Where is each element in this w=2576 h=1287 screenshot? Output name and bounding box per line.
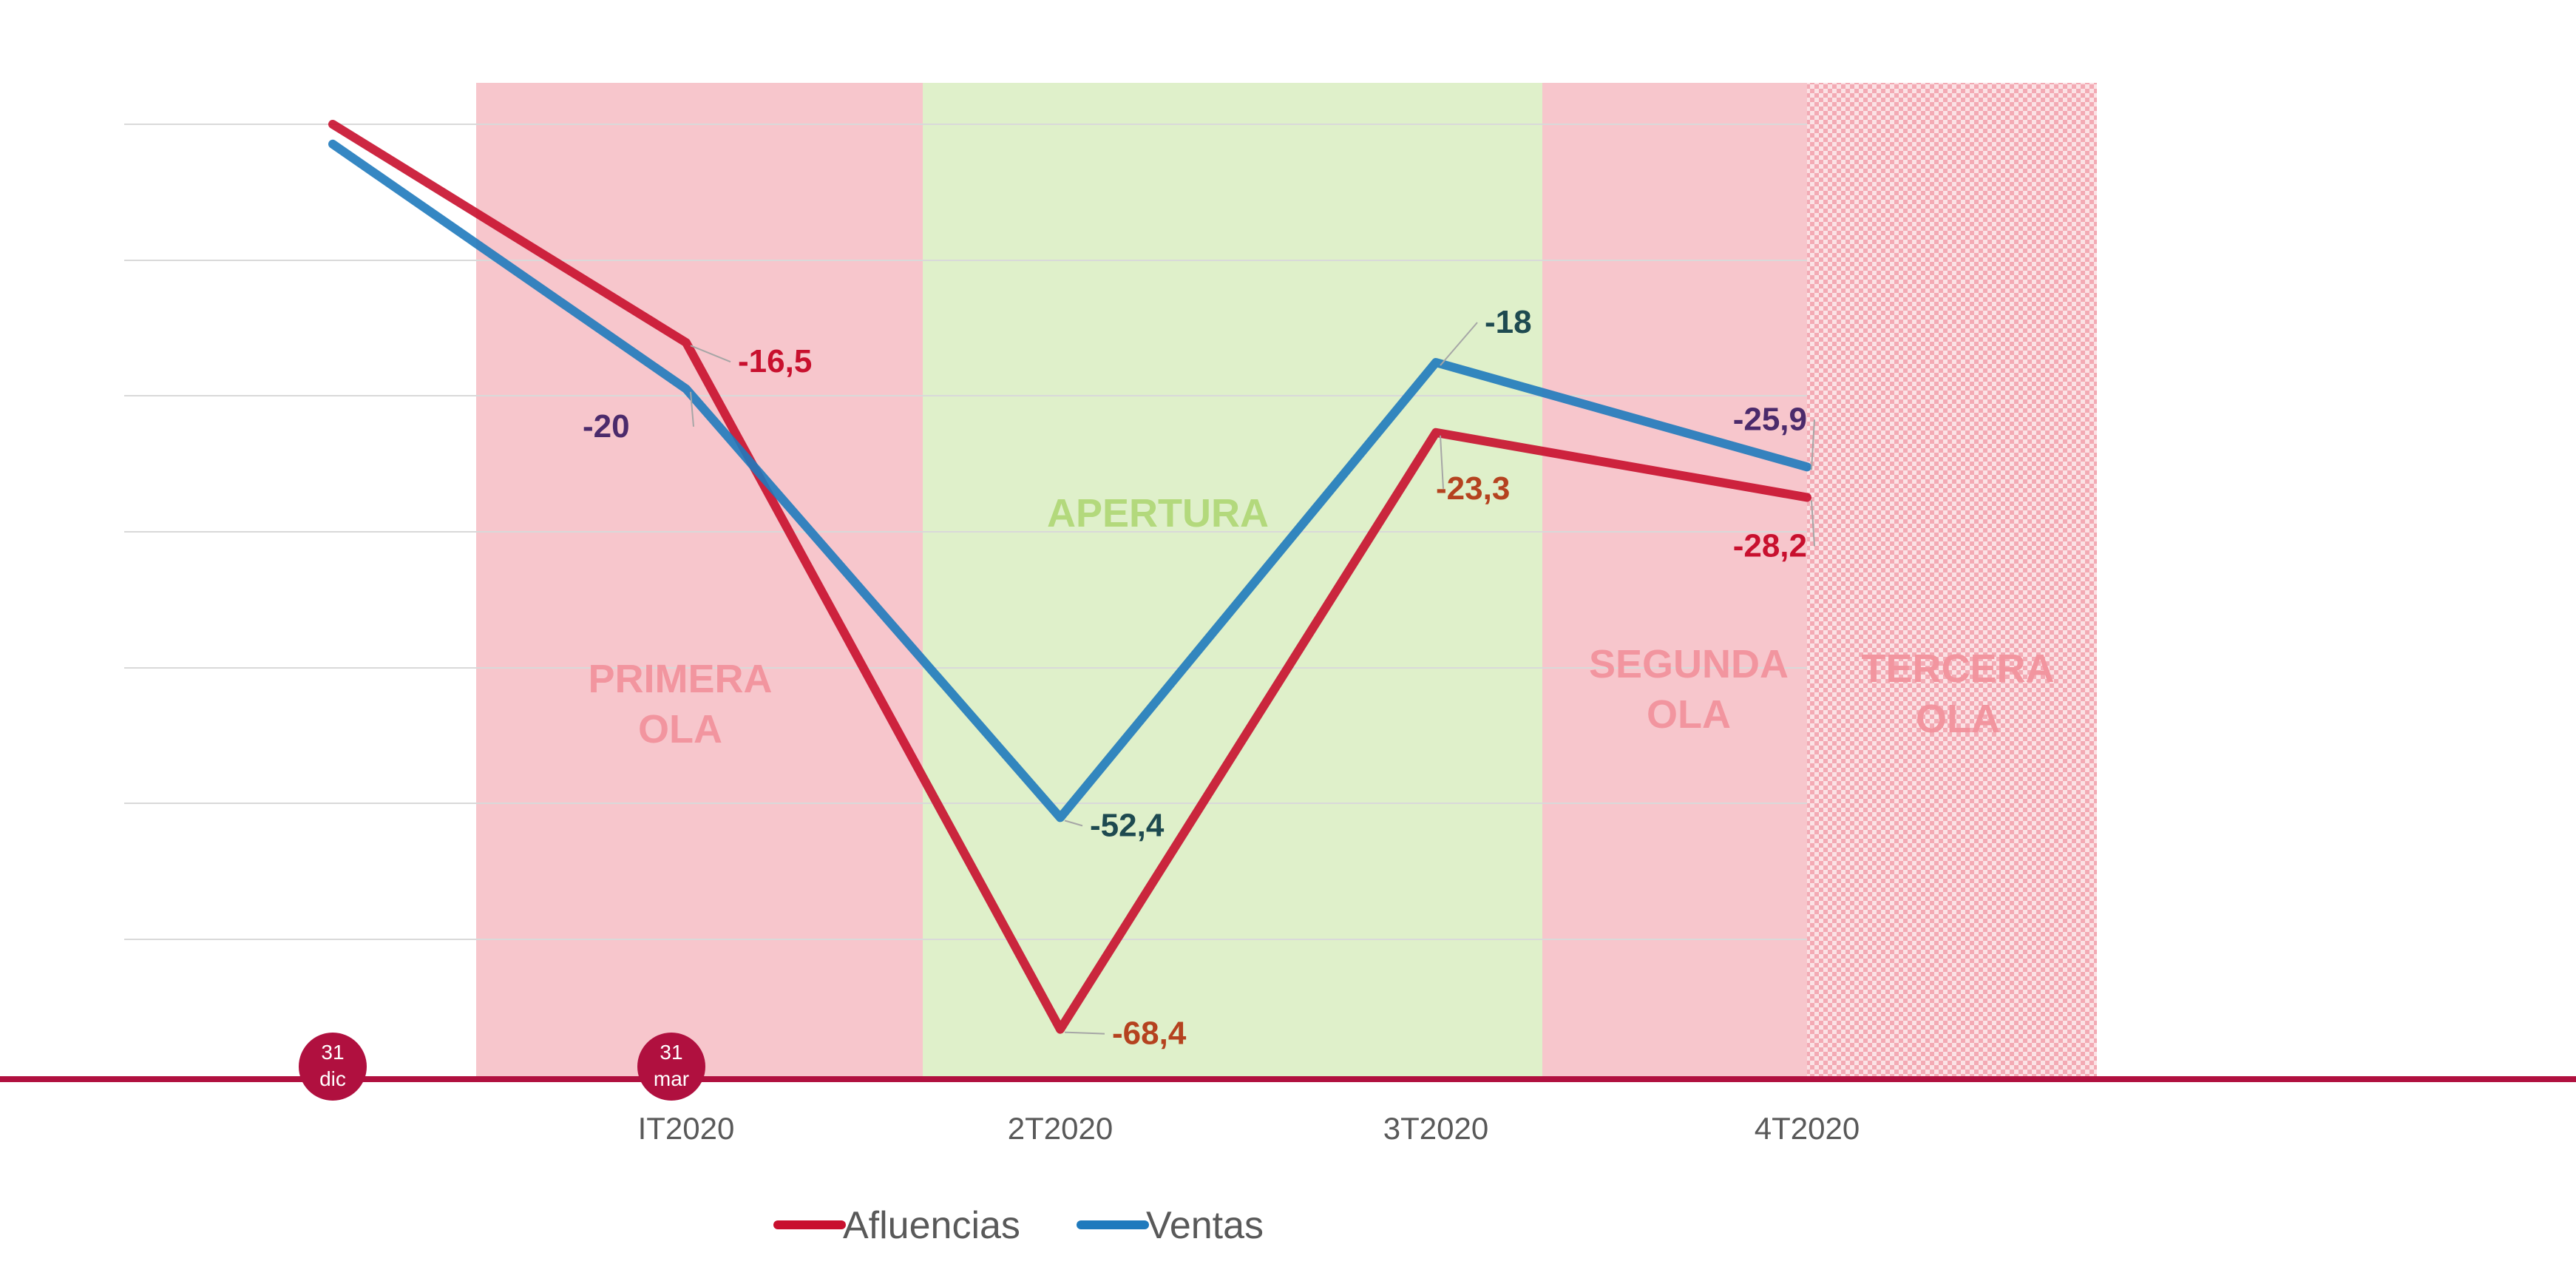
x-tick-label: IT2020 [638, 1111, 735, 1146]
data-label: -18 [1485, 304, 1532, 340]
band-4 [1807, 83, 2097, 1077]
band-label: OLA [1647, 692, 1731, 737]
data-label: -16,5 [738, 343, 812, 379]
x-tick-label: 2T2020 [1008, 1111, 1113, 1146]
legend-label: Afluencias [843, 1204, 1020, 1247]
data-label: -52,4 [1090, 807, 1165, 843]
band-label: SEGUNDA [1589, 642, 1789, 686]
band-label: APERTURA [1047, 491, 1269, 536]
date-marker-month: mar [654, 1067, 689, 1090]
band-2 [923, 83, 1542, 1077]
data-label: -28,2 [1733, 527, 1807, 564]
legend-label: Ventas [1146, 1204, 1264, 1247]
band-3 [1542, 83, 1807, 1077]
x-tick-label: 3T2020 [1383, 1111, 1488, 1146]
leader-line [1440, 435, 1444, 489]
data-label: -20 [583, 408, 630, 445]
leader-line [1811, 419, 1815, 470]
data-label: -25,9 [1733, 401, 1807, 437]
leader-line [1064, 820, 1083, 827]
leader-line [1811, 500, 1815, 547]
band-label: OLA [638, 707, 722, 751]
leader-line [690, 391, 694, 427]
leader-line [1440, 322, 1478, 366]
band-label: PRIMERA [588, 657, 772, 701]
date-marker [299, 1033, 367, 1101]
date-marker-day: 31 [321, 1041, 344, 1064]
leader-line [1064, 1031, 1105, 1035]
band-label: OLA [1916, 697, 2000, 741]
date-marker-month: dic [319, 1067, 346, 1090]
data-label: -23,3 [1436, 470, 1510, 507]
x-tick-label: 4T2020 [1755, 1111, 1860, 1146]
date-marker [637, 1033, 705, 1101]
series-line-afluencias [328, 120, 1811, 1034]
data-label: -68,4 [1112, 1016, 1187, 1052]
date-marker-day: 31 [660, 1041, 682, 1064]
series-line-ventas [328, 139, 1811, 822]
leader-line [690, 345, 731, 363]
band-label: TERCERA [1861, 646, 2054, 691]
